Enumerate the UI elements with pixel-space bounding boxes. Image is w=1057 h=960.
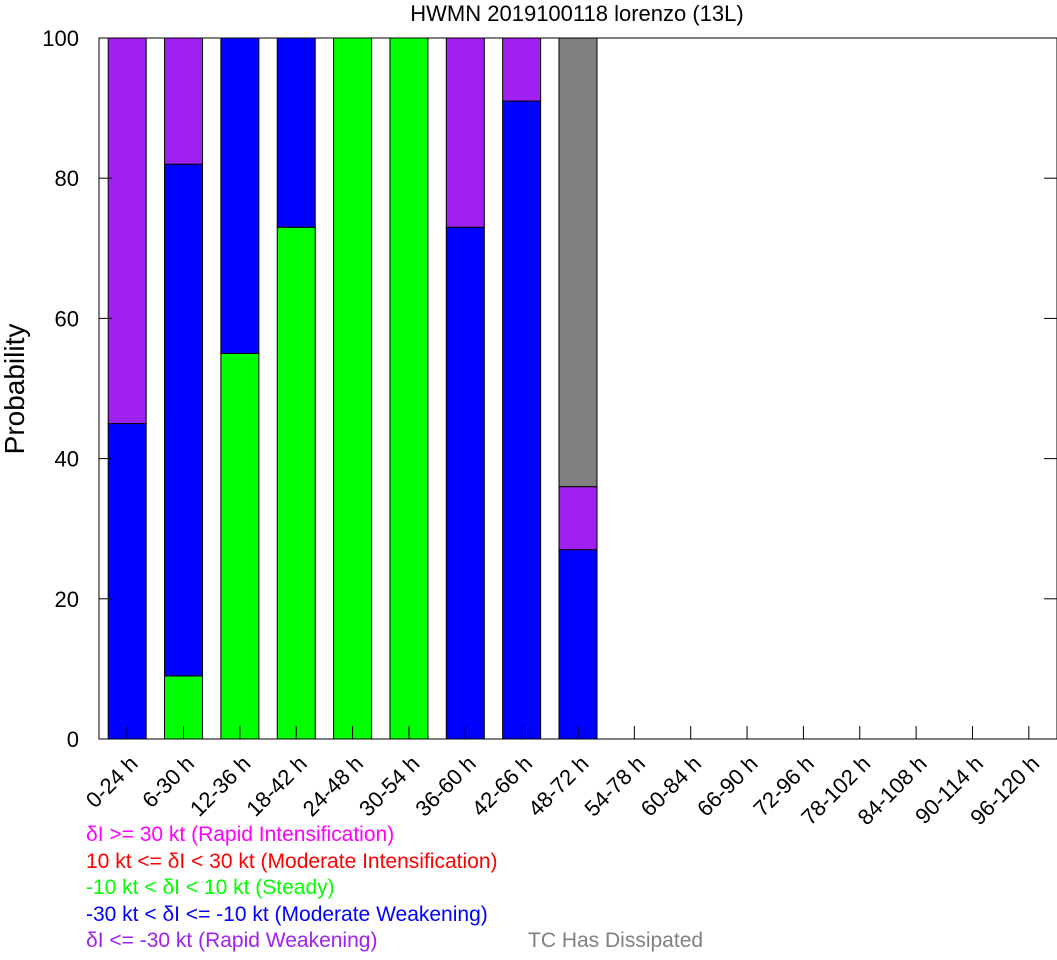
y-tick-label: 60	[55, 306, 79, 331]
y-tick-label: 80	[55, 166, 79, 191]
y-tick-label: 20	[55, 587, 79, 612]
y-tick-label: 100	[42, 26, 79, 51]
x-tick-label: 36-60 h	[410, 751, 480, 821]
x-tick-label: 60-84 h	[636, 751, 706, 821]
bar-segment-tc-8	[558, 37, 598, 488]
bar-segment-rw-1	[164, 37, 204, 165]
legend-rapid-weakening: δI <= -30 kt (Rapid Weakening)	[86, 929, 378, 952]
x-tick-label: 30-54 h	[354, 751, 424, 821]
bar-segment-mw-3	[276, 37, 316, 228]
x-tick-label: 0-24 h	[81, 751, 143, 813]
x-ticks: 0-24 h6-30 h12-36 h18-42 h24-48 h30-54 h…	[81, 726, 1044, 830]
y-tick-label: 0	[67, 727, 79, 752]
legend-steady: -10 kt < δI < 10 kt (Steady)	[86, 876, 335, 899]
bar-segment-st-3	[276, 226, 316, 740]
legend-tc-dissipated: TC Has Dissipated	[528, 929, 704, 952]
chart-title: HWMN 2019100118 lorenzo (13L)	[410, 1, 743, 26]
x-tick-label: 42-66 h	[467, 751, 537, 821]
bar-segment-st-2	[220, 352, 260, 740]
bars-layer	[107, 37, 598, 740]
legend-moderate-intensification: 10 kt <= δI < 30 kt (Moderate Intensific…	[86, 849, 498, 873]
bar-segment-st-5	[389, 37, 429, 740]
y-axis-label: Probability	[0, 324, 30, 455]
bar-segment-mw-7	[502, 100, 542, 740]
bar-segment-rw-8	[558, 486, 598, 551]
x-tick-label: 48-72 h	[523, 751, 593, 821]
x-tick-label: 66-90 h	[692, 751, 762, 821]
bar-segment-rw-0	[107, 37, 147, 425]
x-tick-label: 54-78 h	[579, 751, 649, 821]
legend: δI >= 30 kt (Rapid Intensification) 10 k…	[86, 822, 1046, 957]
legend-rapid-intensification: δI >= 30 kt (Rapid Intensification)	[86, 823, 395, 846]
legend-moderate-weakening: -30 kt < δI <= -10 kt (Moderate Weakenin…	[86, 902, 488, 926]
bar-segment-mw-0	[107, 423, 147, 740]
bar-segment-mw-6	[445, 226, 485, 740]
bar-segment-mw-8	[558, 549, 598, 740]
x-tick-label: 24-48 h	[298, 751, 368, 821]
bar-segment-mw-1	[164, 163, 204, 677]
bar-segment-rw-7	[502, 37, 542, 102]
bar-segment-mw-2	[220, 37, 260, 354]
y-tick-label: 40	[55, 447, 79, 472]
bar-segment-rw-6	[445, 37, 485, 228]
y-ticks: 0 20 40 60 80 100	[42, 26, 1057, 752]
x-tick-label: 12-36 h	[185, 751, 255, 821]
x-tick-label: 18-42 h	[241, 751, 311, 821]
bar-segment-st-4	[333, 37, 373, 740]
plot-frame	[98, 37, 1057, 740]
